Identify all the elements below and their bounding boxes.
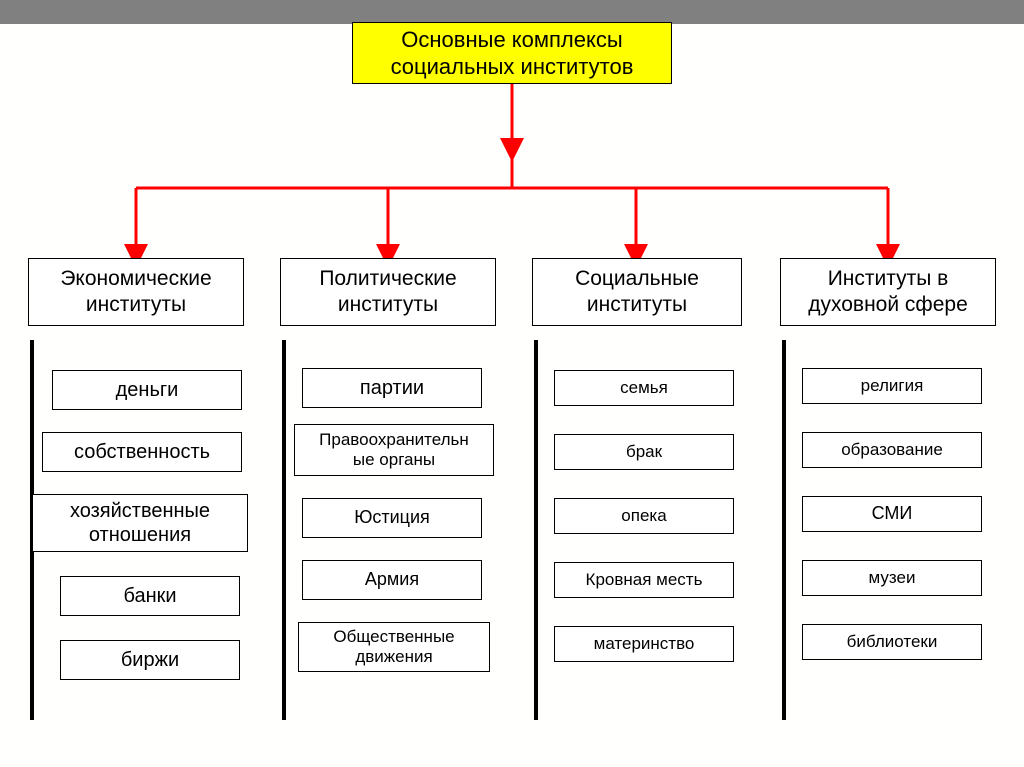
root-box: Основные комплексы социальных институтов bbox=[352, 22, 672, 84]
item-text: собственность bbox=[74, 440, 210, 464]
item-text: библиотеки bbox=[847, 632, 938, 652]
item-box-12: опека bbox=[554, 498, 734, 534]
item-text2: отношения bbox=[89, 523, 191, 547]
item-box-0: деньги bbox=[52, 370, 242, 410]
item-text: банки bbox=[123, 584, 176, 608]
item-text: семья bbox=[620, 378, 668, 398]
item-text: Общественные bbox=[333, 627, 454, 647]
item-box-19: библиотеки bbox=[802, 624, 982, 660]
item-box-7: Юстиция bbox=[302, 498, 482, 538]
category-box-0: Экономическиеинституты bbox=[28, 258, 244, 326]
vertical-bar-1 bbox=[282, 340, 286, 720]
item-box-1: собственность bbox=[42, 432, 242, 472]
vertical-bar-3 bbox=[782, 340, 786, 720]
item-box-10: семья bbox=[554, 370, 734, 406]
category-box-1: Политическиеинституты bbox=[280, 258, 496, 326]
item-text: опека bbox=[621, 506, 666, 526]
category-box-3: Институты вдуховной сфере bbox=[780, 258, 996, 326]
item-text: образование bbox=[841, 440, 943, 460]
item-box-3: банки bbox=[60, 576, 240, 616]
category-line1: Экономические bbox=[60, 266, 211, 292]
item-text: биржи bbox=[121, 648, 179, 672]
item-box-11: брак bbox=[554, 434, 734, 470]
item-text: СМИ bbox=[872, 503, 913, 525]
category-box-2: Социальныеинституты bbox=[532, 258, 742, 326]
item-box-8: Армия bbox=[302, 560, 482, 600]
item-box-4: биржи bbox=[60, 640, 240, 680]
item-box-5: партии bbox=[302, 368, 482, 408]
item-text: хозяйственные bbox=[70, 499, 210, 523]
item-box-15: религия bbox=[802, 368, 982, 404]
item-box-13: Кровная месть bbox=[554, 562, 734, 598]
top-bar bbox=[0, 0, 1024, 24]
item-box-16: образование bbox=[802, 432, 982, 468]
item-box-17: СМИ bbox=[802, 496, 982, 532]
item-text: Юстиция bbox=[354, 507, 430, 529]
item-text: материнство bbox=[594, 634, 695, 654]
item-text: Армия bbox=[365, 569, 419, 591]
category-line2: институты bbox=[587, 292, 687, 318]
item-text: Кровная месть bbox=[586, 570, 703, 590]
item-box-6: Правоохранительные органы bbox=[294, 424, 494, 476]
item-box-9: Общественныедвижения bbox=[298, 622, 490, 672]
category-line2: институты bbox=[338, 292, 438, 318]
root-line2: социальных институтов bbox=[391, 53, 634, 81]
item-text: музеи bbox=[869, 568, 916, 588]
category-line1: Институты в bbox=[828, 266, 949, 292]
category-line2: институты bbox=[86, 292, 186, 318]
item-text: Правоохранительн bbox=[319, 430, 469, 450]
item-box-2: хозяйственныеотношения bbox=[32, 494, 248, 552]
item-text: религия bbox=[861, 376, 924, 396]
item-text: брак bbox=[626, 442, 662, 462]
item-box-14: материнство bbox=[554, 626, 734, 662]
item-text2: движения bbox=[355, 647, 432, 667]
item-text: партии bbox=[360, 376, 424, 400]
root-line1: Основные комплексы bbox=[401, 26, 622, 54]
item-text2: ые органы bbox=[353, 450, 435, 470]
item-box-18: музеи bbox=[802, 560, 982, 596]
item-text: деньги bbox=[116, 378, 179, 402]
category-line1: Политические bbox=[319, 266, 456, 292]
vertical-bar-2 bbox=[534, 340, 538, 720]
category-line1: Социальные bbox=[575, 266, 699, 292]
category-line2: духовной сфере bbox=[808, 292, 968, 318]
